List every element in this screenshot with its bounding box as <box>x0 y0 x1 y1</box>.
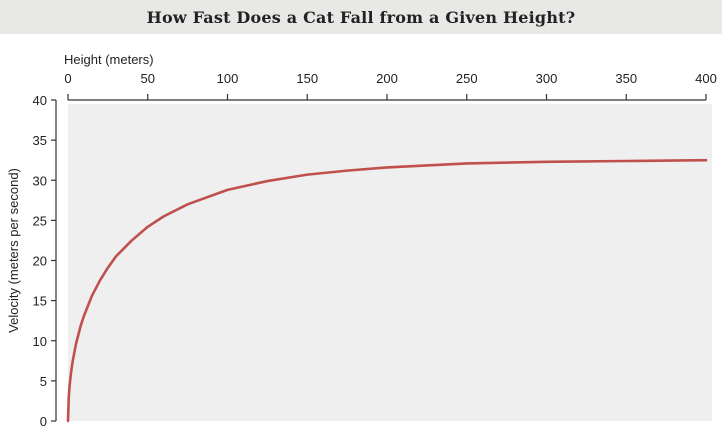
x-tick-label: 350 <box>615 71 637 86</box>
chart-title: How Fast Does a Cat Fall from a Given He… <box>146 7 576 27</box>
x-tick-label: 0 <box>64 71 71 86</box>
x-tick-label: 150 <box>296 71 318 86</box>
plot-background <box>68 104 712 421</box>
y-axis-title: Velocity (meters per second) <box>6 168 21 333</box>
x-axis-title: Height (meters) <box>64 52 154 67</box>
x-tick-label: 300 <box>536 71 558 86</box>
x-tick-label: 200 <box>376 71 398 86</box>
y-tick-label: 25 <box>33 213 47 228</box>
y-tick-label: 20 <box>33 254 47 269</box>
y-tick-label: 40 <box>33 93 47 108</box>
x-tick-label: 50 <box>141 71 155 86</box>
y-tick-label: 0 <box>40 414 47 429</box>
x-tick-label: 250 <box>456 71 478 86</box>
x-tick-label: 100 <box>217 71 239 86</box>
y-tick-label: 5 <box>40 374 47 389</box>
velocity-curve <box>66 158 708 423</box>
chart-title-bar: How Fast Does a Cat Fall from a Given He… <box>0 0 722 34</box>
y-tick-label: 10 <box>33 334 47 349</box>
y-tick-label: 30 <box>33 173 47 188</box>
y-tick-label: 35 <box>33 133 47 148</box>
y-tick-label: 15 <box>33 294 47 309</box>
x-tick-label: 400 <box>695 71 717 86</box>
